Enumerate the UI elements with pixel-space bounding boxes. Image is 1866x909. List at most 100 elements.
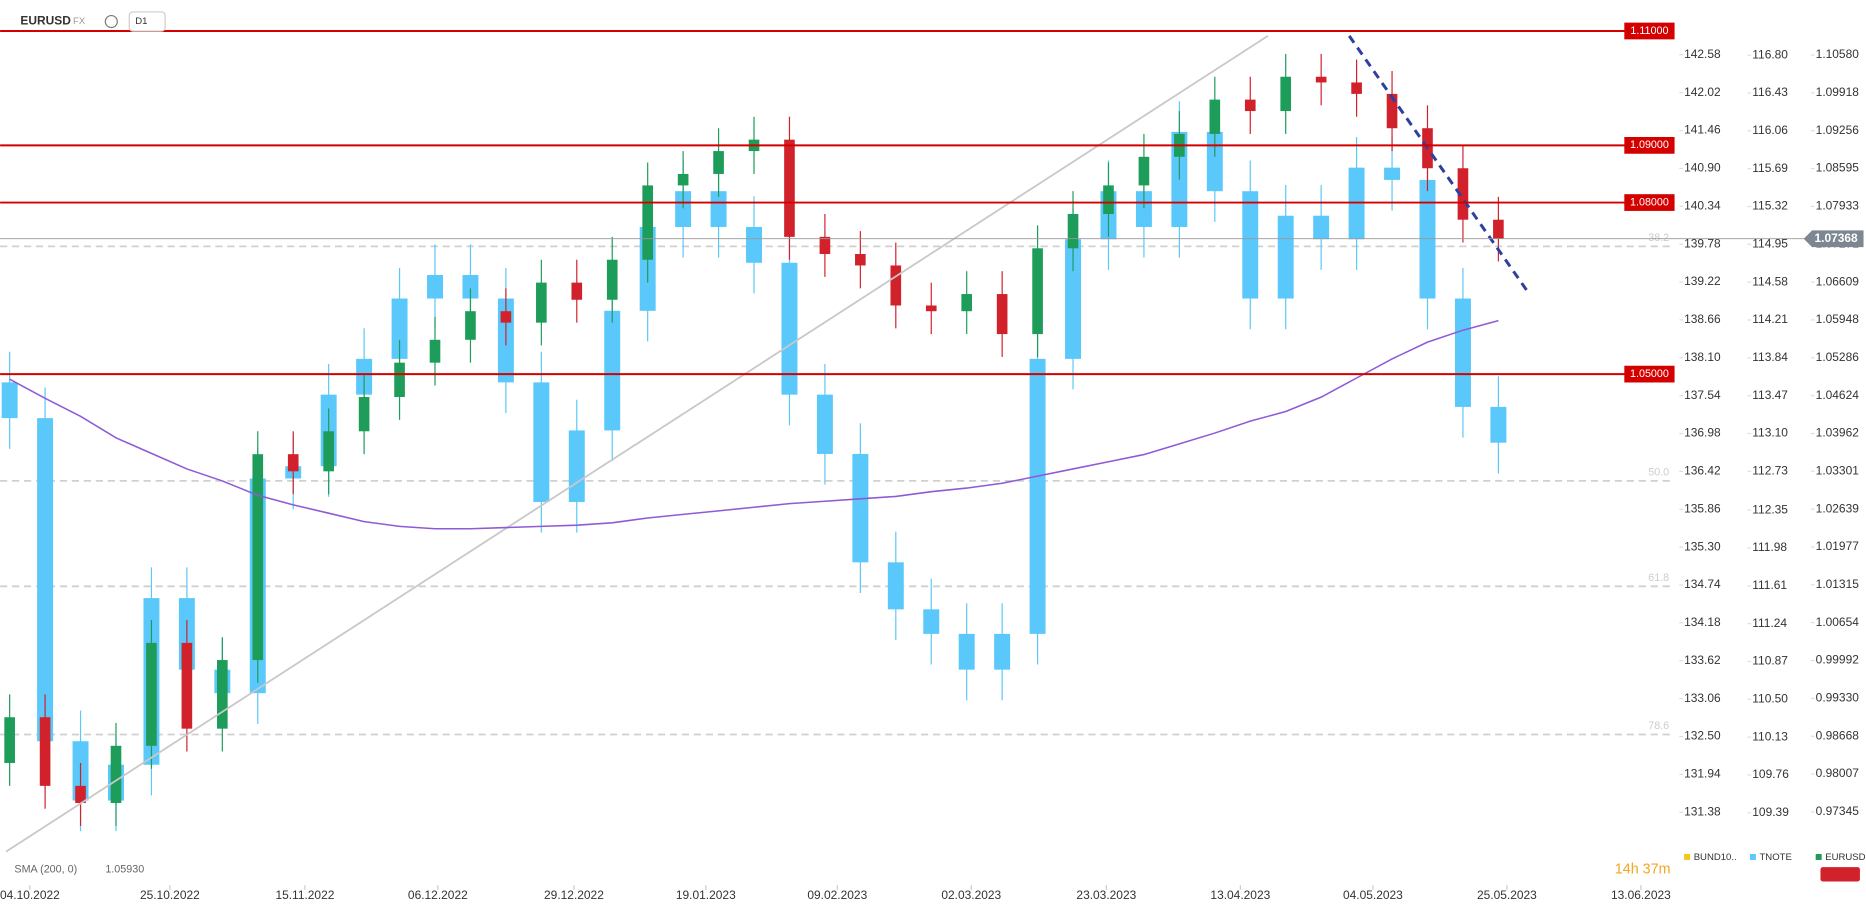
fib-label: 50.0 <box>1648 466 1669 478</box>
interval[interactable]: D1 <box>135 16 147 27</box>
candle-body <box>1029 358 1046 634</box>
candle-body <box>923 609 940 634</box>
y-tick-label: 133.06 <box>1684 691 1721 705</box>
y-tick-label: 114.21 <box>1752 312 1788 326</box>
y-tick-label: 109.76 <box>1752 767 1789 781</box>
candle-body <box>1351 82 1362 94</box>
y-tick-label: 110.87 <box>1752 654 1788 668</box>
candle-body <box>217 660 228 729</box>
candle-body <box>961 294 973 312</box>
candle-body <box>887 562 904 610</box>
y-tick-label: 1.08595 <box>1816 161 1860 175</box>
x-tick-label: 02.03.2023 <box>941 888 1001 902</box>
x-tick-label: 04.05.2023 <box>1343 888 1403 902</box>
y-tick-label: 113.84 <box>1752 350 1788 364</box>
fib-label: 38.2 <box>1648 232 1669 244</box>
y-tick-label: 1.07933 <box>1816 199 1860 213</box>
candle-body <box>1386 93 1398 129</box>
y-tick-label: 115.32 <box>1752 199 1788 213</box>
candle-body <box>465 311 476 340</box>
candle-body <box>710 191 727 227</box>
info-icon[interactable] <box>104 14 118 29</box>
level-tag <box>1624 365 1675 383</box>
y-tick-label: 1.03962 <box>1816 426 1860 440</box>
y-tick-label: 139.22 <box>1684 274 1721 288</box>
y-tick-label: 115.69 <box>1752 161 1788 175</box>
y-tick-label: 139.78 <box>1684 236 1721 250</box>
y-tick-label: 131.94 <box>1684 767 1721 781</box>
y-tick-label: 1.06609 <box>1816 274 1860 288</box>
x-tick-label: 04.10.2022 <box>0 888 60 902</box>
last-price-tag <box>1803 230 1864 248</box>
candle-body <box>1067 213 1079 249</box>
x-tick-label: 13.04.2023 <box>1210 888 1270 902</box>
y-tick-label: 114.95 <box>1752 237 1788 251</box>
candle-body <box>996 294 1008 335</box>
candle-body <box>1280 76 1292 112</box>
y-tick-label: 1.02639 <box>1816 501 1860 515</box>
candle-body <box>39 717 51 786</box>
y-tick-label: 113.10 <box>1752 426 1788 440</box>
symbol[interactable]: EURUSD <box>20 14 71 28</box>
overlay: 1.11000 1.09000 1.08000 1.05000 <box>0 22 1807 530</box>
candle-body <box>677 173 689 186</box>
candle-body <box>287 454 299 472</box>
candle-body <box>4 717 15 763</box>
sma-value: 1.05930 <box>105 863 144 875</box>
candle-body <box>1103 185 1114 214</box>
y-tick-label: 137.54 <box>1684 388 1721 402</box>
y-tick-label: 132.50 <box>1684 729 1721 743</box>
x-tick-label: 13.06.2023 <box>1611 888 1671 902</box>
candle-body <box>181 642 193 729</box>
x-tick-label: 23.03.2023 <box>1076 888 1136 902</box>
y-tick-label: 0.99330 <box>1816 691 1860 705</box>
candle-body <box>1065 239 1082 359</box>
y-tick-label: 1.04624 <box>1816 388 1860 402</box>
y-tick-label: 1.10580 <box>1816 47 1860 61</box>
level-tag <box>1624 194 1675 211</box>
candle-body <box>568 430 585 502</box>
y-tick-label: 110.13 <box>1752 729 1788 743</box>
candle-body <box>958 633 975 670</box>
y-tick-label: 142.58 <box>1684 47 1721 61</box>
candle-body <box>819 236 831 255</box>
y-tick-label: 112.35 <box>1752 502 1788 516</box>
candle-body <box>604 310 621 431</box>
y-tick-label: 1.01977 <box>1816 539 1860 553</box>
candle-body <box>1206 131 1223 192</box>
y-tick-label: 140.90 <box>1684 161 1721 175</box>
y-tick-label: 0.99992 <box>1816 653 1860 667</box>
trend-line <box>5 35 1269 853</box>
candle-body <box>1 382 18 419</box>
y-tick-label: 1.09256 <box>1816 123 1860 137</box>
sma-line <box>9 319 1499 530</box>
y-tick-label: 133.62 <box>1684 653 1721 667</box>
legend-swatch <box>1684 853 1691 860</box>
y-tick-label: 1.00654 <box>1816 615 1860 629</box>
level-label: 1.05000 <box>1630 368 1669 380</box>
interval-box[interactable] <box>128 11 166 32</box>
x-tick-label: 29.12.2022 <box>544 888 604 902</box>
y-tick-label: 113.47 <box>1752 388 1788 402</box>
y-tick-label: 116.06 <box>1752 123 1788 137</box>
candle-body <box>1490 406 1507 443</box>
y-tick-label: 136.98 <box>1684 426 1721 440</box>
candle-body <box>37 418 54 742</box>
candle-body <box>890 265 902 306</box>
candle-body <box>1419 179 1436 299</box>
candle-body <box>146 642 157 746</box>
remove-button[interactable] <box>1820 867 1860 882</box>
candle-body <box>925 305 937 312</box>
candle-body <box>252 454 264 661</box>
candle-body <box>533 382 550 502</box>
level-tag <box>1624 22 1675 40</box>
candle-body <box>1242 191 1259 299</box>
candle-body <box>784 139 795 237</box>
y-tick-label: 140.34 <box>1684 198 1721 212</box>
fib-label: 78.6 <box>1648 720 1669 732</box>
candle-body <box>500 311 512 323</box>
candle-body <box>462 275 479 299</box>
y-tick-label: 116.80 <box>1752 47 1788 61</box>
